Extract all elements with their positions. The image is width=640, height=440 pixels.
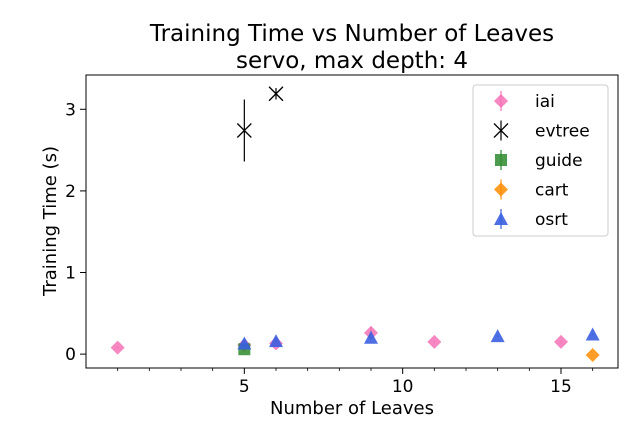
series-evtree [236, 86, 284, 162]
legend-label-osrt: osrt [535, 210, 568, 230]
axis-ticks: 5 10 15 0 1 2 3 [65, 100, 594, 397]
legend-label-guide: guide [535, 151, 583, 171]
x-tick-label: 15 [550, 377, 572, 397]
y-tick-label: 1 [65, 264, 76, 284]
x-tick-label: 5 [239, 377, 250, 397]
y-tick-label: 2 [65, 182, 76, 202]
data-marks [110, 86, 600, 362]
legend-marker-evtree [493, 123, 509, 138]
evtree-point [236, 123, 252, 138]
evtree-point [268, 86, 284, 102]
y-axis-label: Training Time (s) [40, 146, 61, 297]
legend-label-cart: cart [535, 181, 569, 201]
legend-marker-iai [494, 94, 508, 108]
x-tick-label: 10 [392, 377, 414, 397]
osrt-point [237, 336, 252, 350]
cart-point [585, 347, 600, 362]
iai-point [427, 334, 442, 349]
legend-label-evtree: evtree [535, 122, 590, 142]
legend: iai evtree guide cart osrt [472, 84, 609, 237]
series-osrt [237, 327, 600, 350]
series-cart [585, 347, 600, 362]
osrt-point [490, 329, 505, 343]
legend-marker-cart [494, 182, 508, 197]
x-axis-label: Number of Leaves [270, 398, 434, 419]
osrt-point [364, 330, 378, 344]
iai-point [110, 340, 125, 355]
chart-title: Training Time vs Number of Leaves [149, 21, 554, 47]
legend-marker-osrt [494, 212, 508, 225]
legend-marker-guide [495, 154, 507, 166]
osrt-point [269, 334, 283, 348]
iai-point [554, 334, 568, 349]
osrt-point [585, 327, 600, 341]
y-tick-label: 3 [65, 100, 76, 120]
y-tick-label: 0 [65, 345, 76, 365]
plot-area [85, 74, 619, 369]
chart-subtitle: servo, max depth: 4 [236, 48, 468, 74]
legend-box [472, 84, 609, 237]
legend-label-iai: iai [535, 92, 555, 112]
